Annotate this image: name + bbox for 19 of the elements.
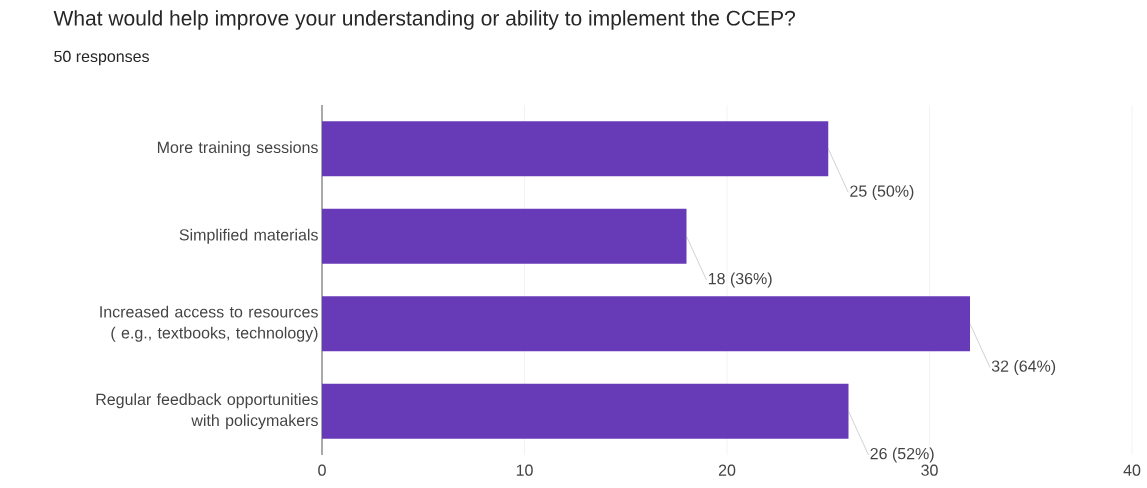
y-tick-label: Simplified materials	[179, 228, 318, 244]
x-tick-label: 30	[921, 464, 938, 476]
data-label: 18 (36%)	[708, 272, 772, 288]
bar	[322, 383, 849, 439]
data-label: 25 (50%)	[850, 185, 914, 200]
data-label: 32 (64%)	[991, 360, 1056, 375]
x-tick-label: 10	[516, 464, 533, 476]
chart-title: What would help improve your understanding or ability to implement the CCEP?	[53, 10, 795, 30]
data-label: 26 (52%)	[870, 447, 934, 463]
bar	[322, 121, 829, 177]
bar	[322, 208, 687, 264]
y-tick-label: More training sessions	[157, 141, 318, 157]
x-tick-label: 0	[318, 464, 326, 476]
y-tick-label: Increased access to resources ( e.g., textbooks, technology)	[100, 305, 318, 342]
text: 50 responses	[54, 50, 149, 66]
bar	[322, 296, 971, 352]
x-tick-label: 40	[1123, 464, 1141, 476]
x-tick-label: 20	[718, 464, 736, 476]
y-tick-label: Regular feedback opportunities with policymakers	[96, 393, 318, 430]
